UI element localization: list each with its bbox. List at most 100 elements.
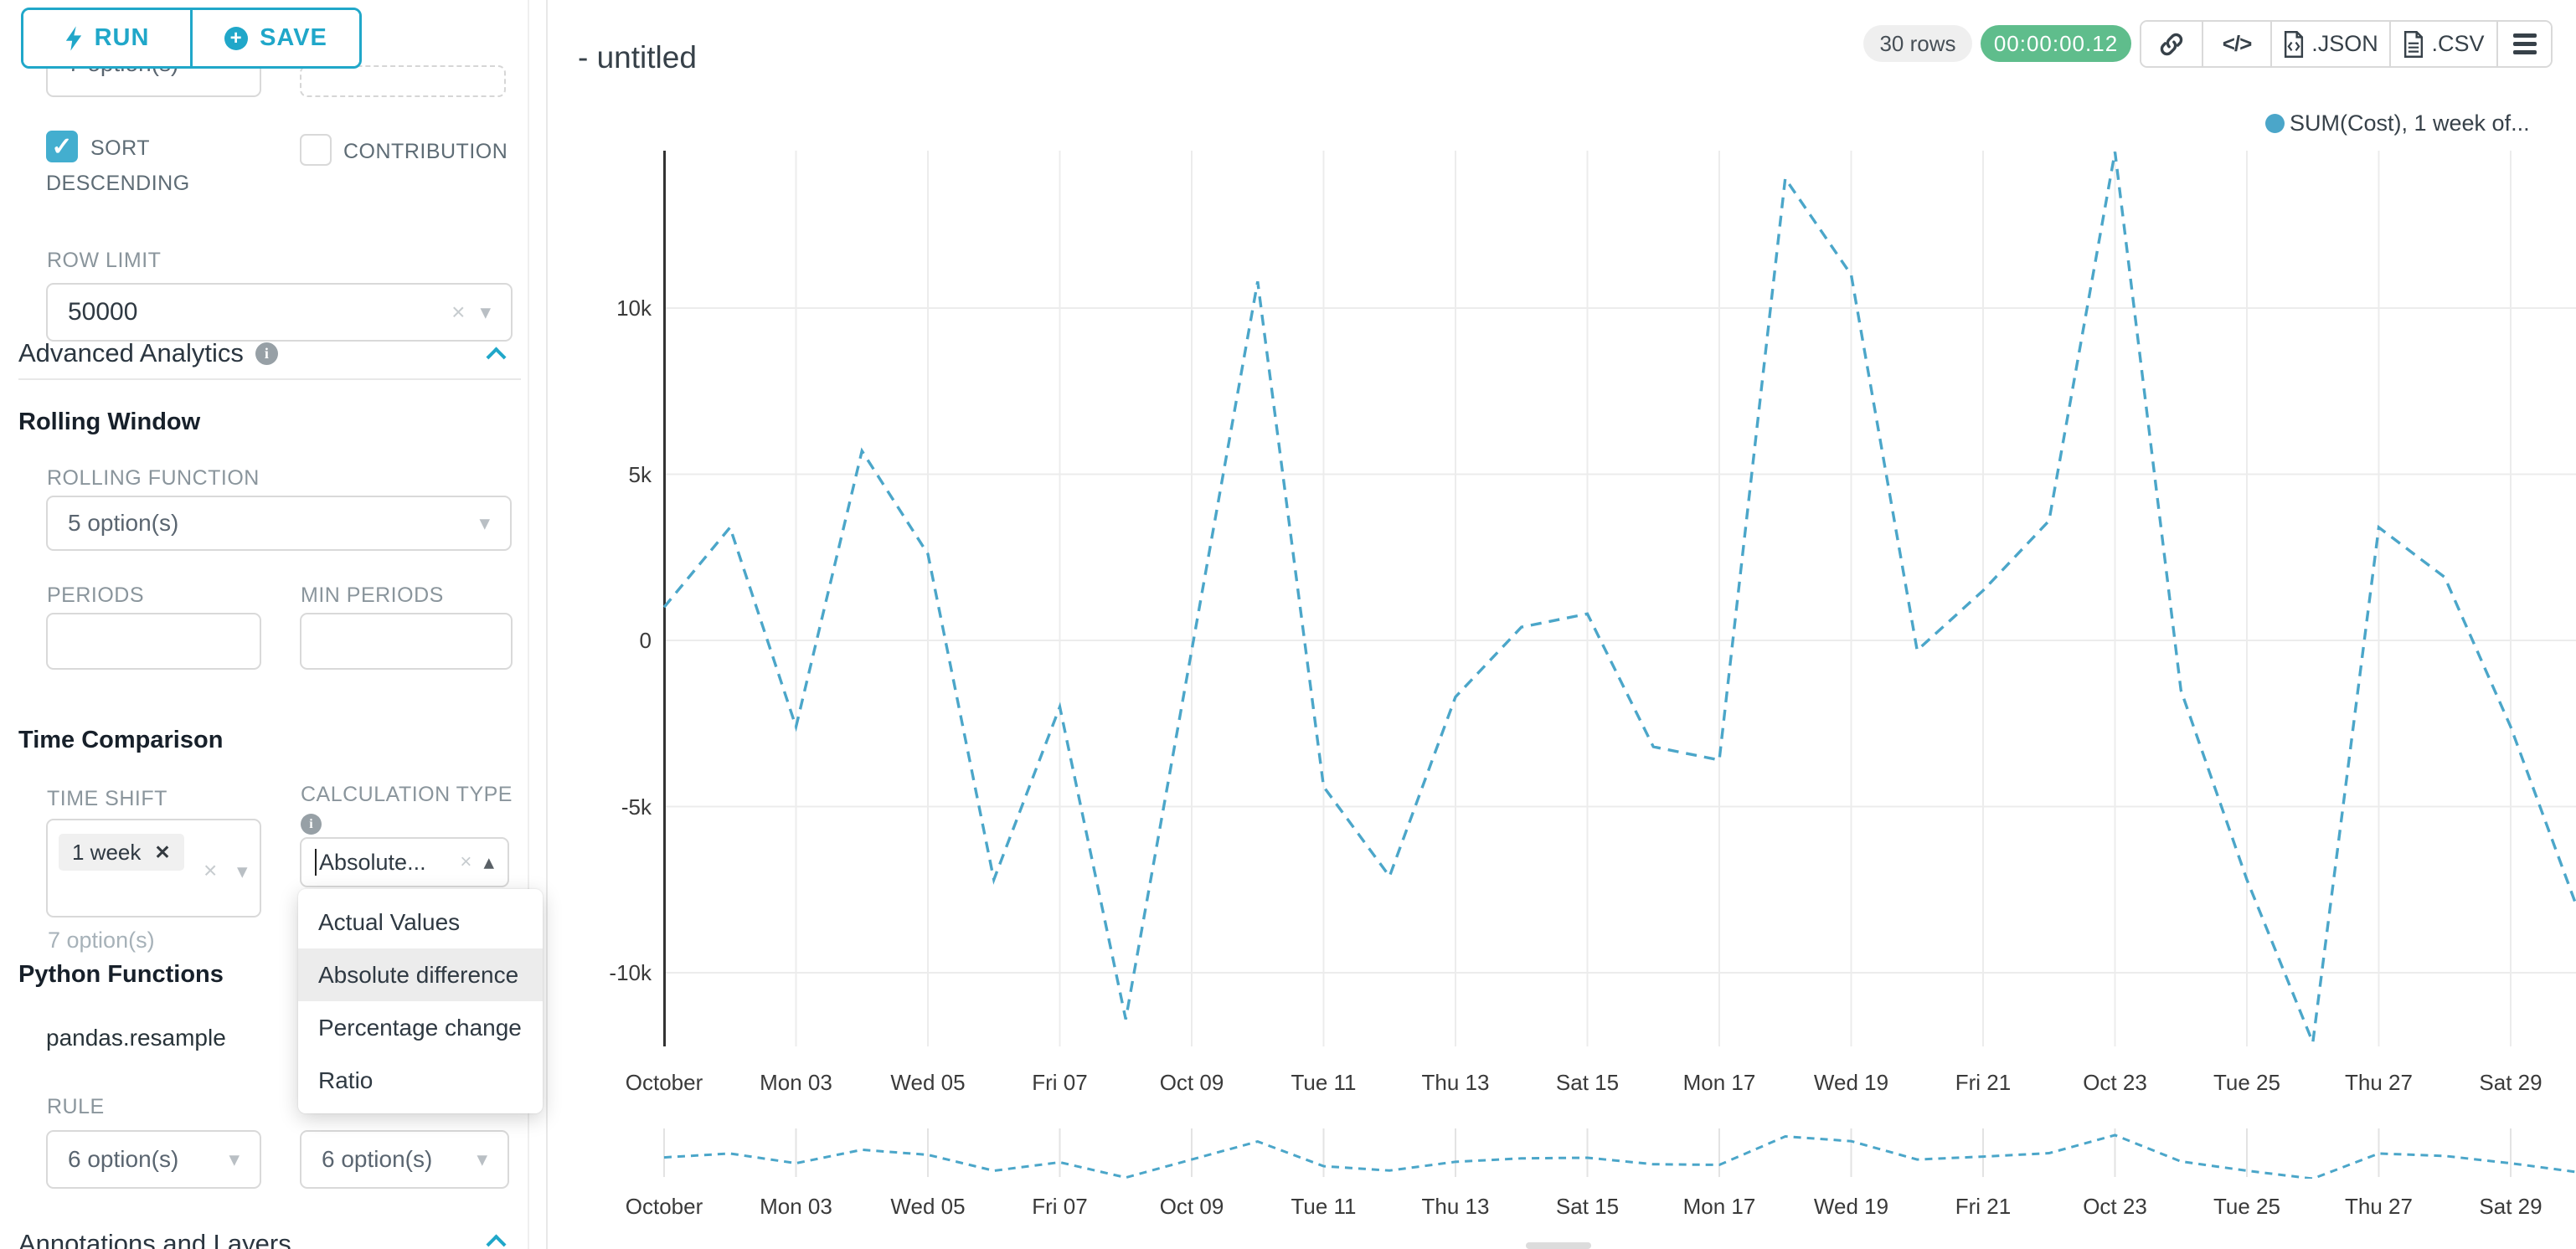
more-options-button[interactable] (2496, 22, 2551, 66)
resample-method-value: 6 option(s) (322, 1146, 433, 1172)
rule-label: RULE (47, 1095, 105, 1118)
x-tick-label: Tue 25 (2213, 1194, 2280, 1219)
clear-icon[interactable]: × (204, 857, 218, 883)
x-tick-label: Sat 29 (2479, 1194, 2543, 1219)
export-json-button[interactable]: .JSON (2270, 22, 2389, 66)
chevron-down-icon[interactable]: ▾ (237, 860, 248, 883)
export-toolbar: </> .JSON .CSV (2140, 20, 2553, 68)
annotations-title: Annotations and Layers (18, 1229, 291, 1249)
resample-method-select[interactable]: 6 option(s) ▾ (300, 1130, 509, 1189)
x-tick-label: Wed 19 (1813, 1194, 1889, 1219)
min-periods-input[interactable] (300, 613, 513, 670)
legend-dot-icon (2265, 114, 2285, 133)
periods-label: PERIODS (47, 583, 145, 607)
text-cursor (315, 849, 317, 876)
tag-remove-icon[interactable]: ✕ (154, 840, 171, 863)
x-tick-label: Mon 03 (760, 1070, 832, 1095)
x-tick-label: October (625, 1194, 703, 1219)
x-tick-label: Fri 07 (1032, 1194, 1088, 1219)
calculation-type-label: CALCULATION TYPE (301, 783, 513, 806)
run-button[interactable]: RUN (23, 10, 190, 66)
x-tick-label: Fri 07 (1032, 1070, 1088, 1095)
x-tick-label: Tue 11 (1291, 1070, 1357, 1095)
link-icon (2160, 33, 2183, 55)
lightning-icon (65, 25, 81, 51)
json-file-icon (2285, 30, 2304, 58)
row-limit-value: 50000 (68, 298, 138, 326)
csv-label: .CSV (2431, 31, 2485, 56)
collapse-chevron-icon[interactable] (486, 1234, 507, 1249)
chevron-down-icon[interactable]: ▾ (229, 1148, 240, 1171)
contribution-checkbox[interactable] (300, 134, 332, 166)
x-tick-label: Oct 23 (2083, 1070, 2147, 1095)
chevron-up-icon[interactable]: ▴ (483, 851, 494, 874)
time-shift-tag-label: 1 week (72, 839, 142, 865)
json-label: .JSON (2311, 31, 2378, 56)
horizontal-scrollbar-thumb[interactable] (1526, 1242, 1591, 1249)
share-link-button[interactable] (2141, 22, 2202, 66)
x-tick-label: Sat 15 (1555, 1194, 1620, 1219)
collapse-chevron-icon[interactable] (486, 347, 507, 368)
time-shift-tag[interactable]: 1 week ✕ (59, 834, 184, 871)
python-function-name: pandas.resample (46, 1025, 226, 1051)
x-tick-label: Sat 29 (2479, 1070, 2543, 1095)
x-tick-label: Mon 17 (1682, 1194, 1756, 1219)
chart-legend[interactable]: SUM(Cost), 1 week of... (2265, 111, 2530, 136)
advanced-analytics-header[interactable]: Advanced Analytics i (18, 338, 278, 368)
x-tick-label: Oct 09 (1159, 1194, 1224, 1219)
panel-divider[interactable] (546, 0, 548, 1249)
sort-descending-checkbox[interactable]: ✓ (46, 131, 78, 162)
sidebar-scroll-track[interactable] (528, 0, 529, 1249)
periods-input[interactable] (46, 613, 261, 670)
chevron-down-icon[interactable]: ▾ (479, 511, 490, 535)
y-tick-label: 10k (616, 296, 652, 321)
export-csv-button[interactable]: .CSV (2389, 22, 2496, 66)
rolling-function-select[interactable]: 5 option(s) ▾ (46, 496, 512, 551)
time-comparison-title: Time Comparison (18, 727, 224, 753)
save-button[interactable]: + SAVE (190, 10, 359, 66)
x-tick-label: Thu 13 (1421, 1070, 1490, 1095)
save-button-label: SAVE (260, 24, 327, 51)
page-title[interactable]: - untitled (578, 40, 697, 75)
info-icon: i (301, 814, 322, 835)
rule-select[interactable]: 6 option(s) ▾ (46, 1130, 261, 1189)
y-tick-label: -10k (609, 960, 652, 985)
sort-descending-label: SORT DESCENDING (46, 136, 190, 195)
x-tick-label: Thu 27 (2345, 1070, 2413, 1095)
legend-label: SUM(Cost), 1 week of... (2290, 111, 2530, 136)
calculation-type-value: Absolute... (319, 849, 426, 875)
section-divider (18, 378, 521, 380)
clear-icon[interactable]: × (451, 299, 466, 325)
x-tick-label: October (625, 1070, 703, 1095)
row-limit-select[interactable]: 50000 × ▾ (46, 283, 513, 342)
menu-item-ratio[interactable]: Ratio (318, 1067, 374, 1093)
clear-icon[interactable]: × (460, 851, 472, 873)
x-tick-label: Tue 11 (1291, 1194, 1357, 1219)
chevron-down-icon[interactable]: ▾ (480, 301, 491, 324)
main-chart[interactable] (663, 151, 2576, 1046)
time-shift-helper: 7 option(s) (48, 928, 155, 953)
time-shift-multiselect[interactable]: 1 week ✕ × ▾ (46, 819, 261, 917)
x-tick-label: Thu 13 (1421, 1194, 1490, 1219)
x-tick-label: Mon 17 (1682, 1070, 1756, 1095)
menu-item-percentage-change[interactable]: Percentage change (318, 1014, 522, 1041)
calculation-type-combobox[interactable]: Absolute... × ▴ (300, 837, 509, 887)
menu-item-absolute-difference[interactable]: Absolute difference (298, 948, 543, 1001)
y-tick-label: 5k (628, 461, 652, 487)
menu-icon (2512, 33, 2537, 54)
x-tick-label: Mon 03 (760, 1194, 832, 1219)
view-query-button[interactable]: </> (2202, 22, 2270, 66)
menu-item-actual-values[interactable]: Actual Values (318, 908, 461, 935)
context-mini-chart[interactable] (663, 1127, 2576, 1179)
run-save-button-group: RUN + SAVE (21, 8, 362, 69)
x-tick-label: Wed 19 (1813, 1070, 1889, 1095)
empty-drop-field[interactable] (300, 65, 506, 97)
info-icon: i (255, 342, 278, 365)
advanced-analytics-title: Advanced Analytics (18, 338, 244, 368)
min-periods-label: MIN PERIODS (301, 583, 444, 607)
csv-file-icon (2404, 30, 2424, 58)
chevron-down-icon[interactable]: ▾ (477, 1148, 487, 1171)
rolling-function-value: 5 option(s) (68, 510, 179, 536)
annotations-header[interactable]: Annotations and Layers (18, 1229, 291, 1249)
rolling-window-title: Rolling Window (18, 409, 201, 435)
